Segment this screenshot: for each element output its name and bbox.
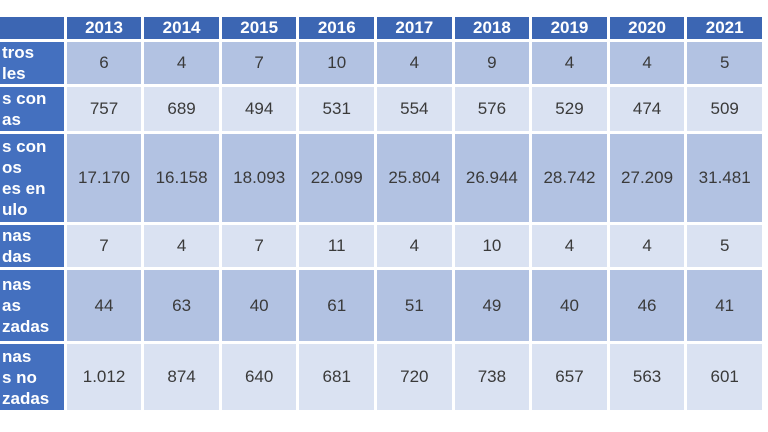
table-row: tros les 6 4 7 10 4 9 4 4 5 xyxy=(0,42,762,84)
year-header-2015: 2015 xyxy=(221,17,297,39)
year-header-2017: 2017 xyxy=(377,17,452,39)
cell-2018: 576 xyxy=(454,87,530,131)
cell-2017: 51 xyxy=(377,270,452,341)
cell-2016: 61 xyxy=(299,270,375,341)
cell-2015: 494 xyxy=(221,87,297,131)
cell-2020: 474 xyxy=(609,87,685,131)
cell-2015: 7 xyxy=(221,225,297,267)
table-row: nas as zadas 44 63 40 61 51 49 40 46 41 xyxy=(0,270,762,341)
cell-2016: 531 xyxy=(299,87,375,131)
year-header-2020: 2020 xyxy=(609,17,685,39)
cell-2021: 31.481 xyxy=(687,134,762,222)
cell-2016: 10 xyxy=(299,42,375,84)
cell-2013: 1.012 xyxy=(66,344,142,410)
cell-2019: 28.742 xyxy=(532,134,607,222)
year-header-2019: 2019 xyxy=(532,17,607,39)
cell-2019: 657 xyxy=(532,344,607,410)
cell-2019: 40 xyxy=(532,270,607,341)
cell-2013: 17.170 xyxy=(66,134,142,222)
cell-2015: 7 xyxy=(221,42,297,84)
cell-2018: 26.944 xyxy=(454,134,530,222)
year-header-2014: 2014 xyxy=(144,17,219,39)
cell-2020: 27.209 xyxy=(609,134,685,222)
table-row: s con os es en ulo 17.170 16.158 18.093 22.0… xyxy=(0,134,762,222)
row-label-fragment: s con os es en ulo xyxy=(0,134,64,222)
year-header-2018: 2018 xyxy=(454,17,530,39)
cell-2019: 4 xyxy=(532,225,607,267)
year-header-row: 2013 2014 2015 2016 2017 2018 2019 2020 2021 xyxy=(0,17,762,39)
cell-2015: 640 xyxy=(221,344,297,410)
cell-2021: 509 xyxy=(687,87,762,131)
cell-2014: 63 xyxy=(144,270,219,341)
cell-2020: 4 xyxy=(609,225,685,267)
cell-2014: 4 xyxy=(144,225,219,267)
cell-2013: 44 xyxy=(66,270,142,341)
row-label-column-header xyxy=(0,17,64,39)
cell-2016: 681 xyxy=(299,344,375,410)
cell-2014: 689 xyxy=(144,87,219,131)
cell-2021: 5 xyxy=(687,42,762,84)
cell-2017: 720 xyxy=(377,344,452,410)
row-label-fragment: nas as zadas xyxy=(0,270,64,341)
cell-2017: 4 xyxy=(377,42,452,84)
year-header-2013: 2013 xyxy=(66,17,142,39)
cell-2019: 4 xyxy=(532,42,607,84)
table-row: nas das 7 4 7 11 4 10 4 4 5 xyxy=(0,225,762,267)
cell-2017: 554 xyxy=(377,87,452,131)
cell-2016: 11 xyxy=(299,225,375,267)
yearly-statistics-table: 2013 2014 2015 2016 2017 2018 2019 2020 2021 tro… xyxy=(0,14,765,413)
row-label-fragment: nas das xyxy=(0,225,64,267)
year-header-2016: 2016 xyxy=(299,17,375,39)
cell-2014: 16.158 xyxy=(144,134,219,222)
cell-2021: 5 xyxy=(687,225,762,267)
cell-2021: 41 xyxy=(687,270,762,341)
cell-2020: 46 xyxy=(609,270,685,341)
cell-2021: 601 xyxy=(687,344,762,410)
cell-2019: 529 xyxy=(532,87,607,131)
table-body: tros les 6 4 7 10 4 9 4 4 5 s con as 757 689 494 531 55… xyxy=(0,42,762,410)
row-label-fragment: s con as xyxy=(0,87,64,131)
cell-2018: 738 xyxy=(454,344,530,410)
cell-2017: 25.804 xyxy=(377,134,452,222)
cell-2018: 10 xyxy=(454,225,530,267)
row-label-fragment: nas s no zadas xyxy=(0,344,64,410)
table-row: nas s no zadas 1.012 874 640 681 720 738 657 563… xyxy=(0,344,762,410)
cell-2018: 49 xyxy=(454,270,530,341)
row-label-fragment: tros les xyxy=(0,42,64,84)
table-header: 2013 2014 2015 2016 2017 2018 2019 2020 2021 xyxy=(0,17,762,39)
cell-2015: 40 xyxy=(221,270,297,341)
year-header-2021: 2021 xyxy=(687,17,762,39)
cell-2020: 4 xyxy=(609,42,685,84)
cell-2016: 22.099 xyxy=(299,134,375,222)
table-row: s con as 757 689 494 531 554 576 529 474 509 xyxy=(0,87,762,131)
cell-2018: 9 xyxy=(454,42,530,84)
cell-2015: 18.093 xyxy=(221,134,297,222)
cell-2013: 6 xyxy=(66,42,142,84)
cell-2017: 4 xyxy=(377,225,452,267)
cell-2014: 4 xyxy=(144,42,219,84)
cell-2013: 7 xyxy=(66,225,142,267)
cell-2014: 874 xyxy=(144,344,219,410)
cell-2013: 757 xyxy=(66,87,142,131)
cell-2020: 563 xyxy=(609,344,685,410)
